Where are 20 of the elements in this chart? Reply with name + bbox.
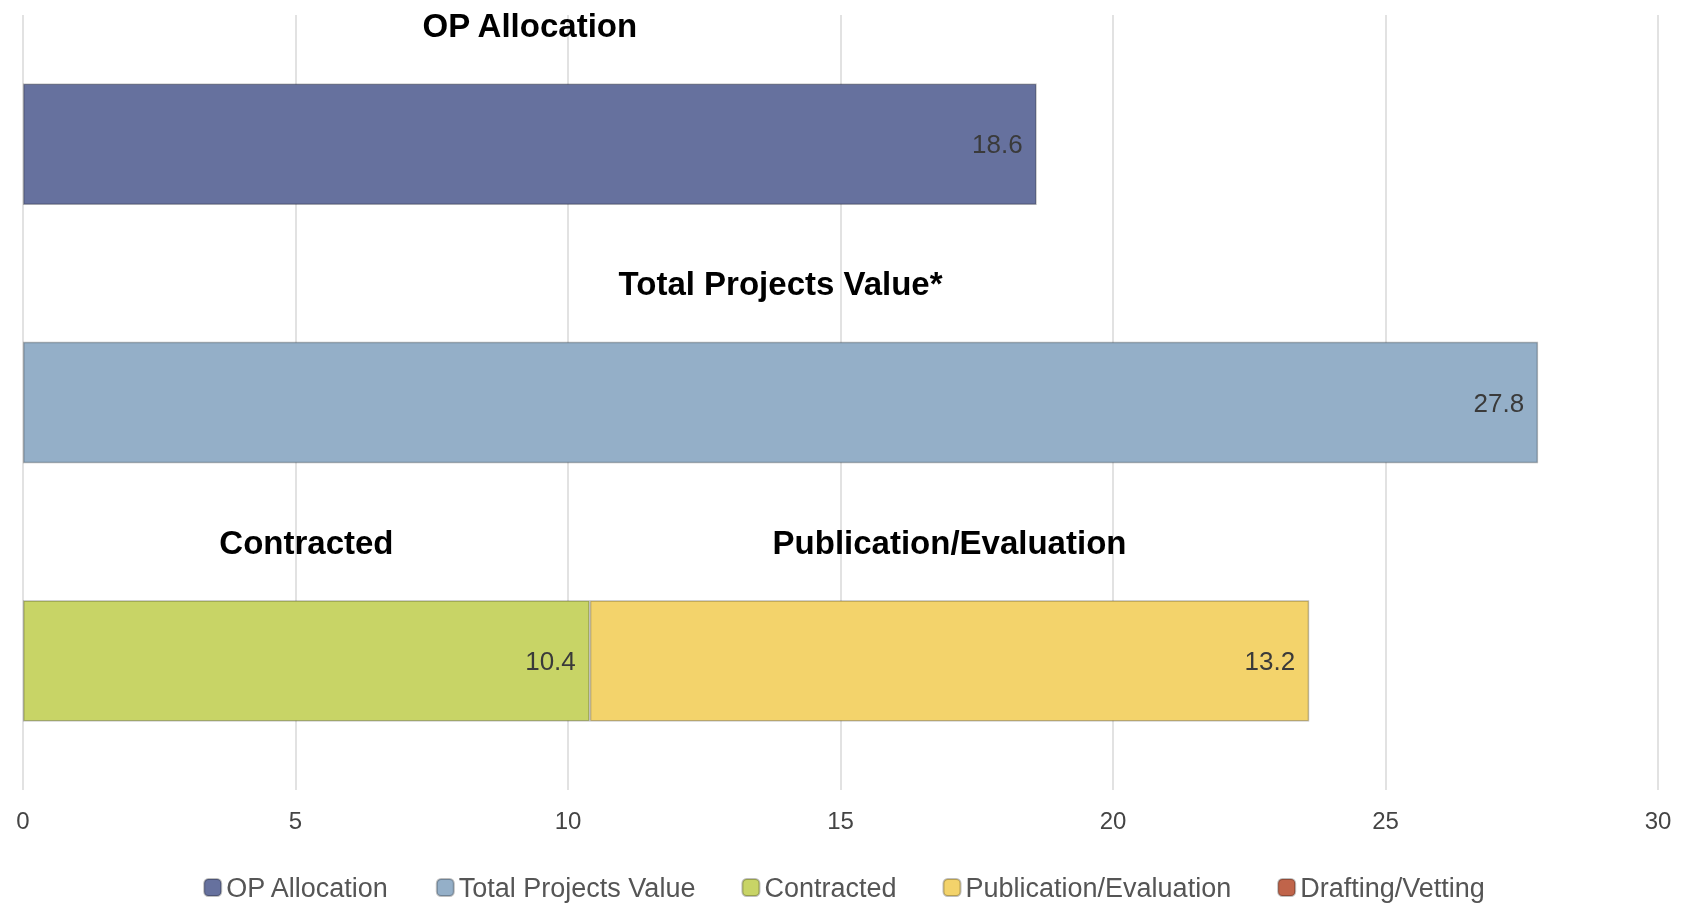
x-tick-label: 30 [1644, 806, 1672, 834]
x-tick-label: 0 [16, 806, 30, 834]
legend-label: Drafting/Vetting [1300, 872, 1485, 903]
data-label: 13.2 [1244, 645, 1296, 676]
x-tick-label: 25 [1372, 806, 1399, 834]
data-label: 18.6 [972, 129, 1023, 160]
legend-label: Contracted [764, 872, 897, 903]
legend-label: Total Projects Value [458, 872, 696, 903]
legend-label: OP Allocation [226, 872, 388, 903]
annotation: Publication/Evaluation [772, 523, 1127, 561]
data-label: 10.4 [525, 645, 576, 676]
x-tick-label: 15 [827, 806, 854, 834]
annotation: OP Allocation [422, 6, 638, 44]
annotation: Contracted [219, 523, 394, 561]
legend-label: Publication/Evaluation [965, 872, 1232, 903]
x-tick-label: 5 [288, 806, 303, 834]
x-tick-label: 10 [554, 806, 582, 834]
annotation: Total Projects Value* [618, 265, 943, 303]
x-tick-label: 20 [1099, 806, 1127, 834]
data-label: 27.8 [1473, 387, 1525, 418]
